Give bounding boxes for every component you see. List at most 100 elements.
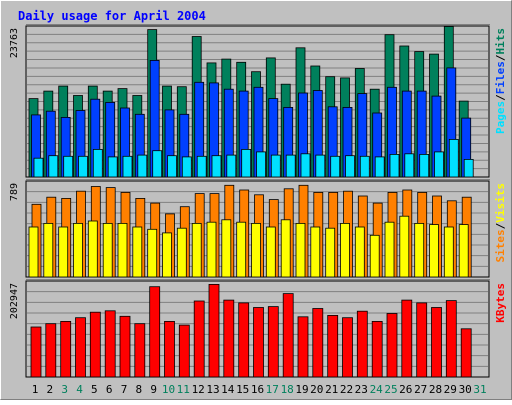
bar-pages-day-9	[152, 150, 163, 178]
bar-kbytes-day-4	[75, 317, 86, 378]
bar-pages-day-14	[226, 154, 237, 178]
bar-kbytes-day-12	[193, 300, 205, 378]
panel-visits-sites: 789 Sites/Visits	[9, 179, 507, 278]
bar-kbytes-day-29	[445, 300, 457, 378]
x-tick-label-day-21: 21	[325, 383, 338, 396]
bar-pages-day-1	[33, 157, 44, 178]
bar-pages-day-3	[63, 155, 74, 178]
bar-kbytes-day-30	[460, 328, 472, 378]
bar-kbytes-day-15	[238, 302, 250, 378]
x-tick-label-day-25: 25	[384, 383, 397, 396]
bar-pages-day-12	[196, 155, 207, 178]
x-tick-label-day-27: 27	[414, 383, 427, 396]
bar-visits-day-10	[162, 232, 172, 278]
bar-visits-day-15	[236, 221, 247, 278]
bar-pages-day-16	[256, 151, 266, 178]
bar-visits-day-1	[28, 226, 39, 278]
bar-kbytes-day-2	[45, 323, 57, 378]
x-tick-label-day-3: 3	[61, 383, 68, 396]
panel-legend: Pages/Files/Hits	[494, 28, 507, 134]
bar-kbytes-day-7	[119, 315, 131, 378]
bar-kbytes-day-9	[149, 286, 161, 378]
legend-entry: Sites	[494, 229, 507, 262]
x-tick-label-day-17: 17	[266, 383, 279, 396]
bar-visits-day-22	[340, 222, 350, 278]
panel-legend: KBytes	[494, 283, 507, 323]
bar-visits-day-7	[117, 222, 128, 278]
x-tick-label-day-5: 5	[91, 383, 98, 396]
bar-visits-day-17	[265, 226, 276, 278]
bar-kbytes-day-20	[312, 308, 324, 378]
bar-visits-day-12	[191, 222, 202, 278]
bar-visits-day-9	[147, 228, 158, 278]
x-tick-label-day-10: 10	[162, 383, 175, 396]
bar-pages-day-10	[167, 155, 177, 178]
bar-visits-day-14	[221, 219, 232, 278]
bar-kbytes-day-8	[134, 323, 146, 378]
x-tick-label-day-8: 8	[135, 383, 142, 396]
bar-kbytes-day-19	[297, 316, 309, 378]
bar-kbytes-day-16	[253, 307, 264, 378]
bar-pages-day-6	[107, 156, 118, 178]
bar-pages-day-17	[270, 154, 281, 178]
bar-pages-day-29	[448, 138, 459, 178]
bar-visits-day-18	[280, 219, 291, 278]
x-tick-label-day-6: 6	[106, 383, 113, 396]
x-tick-label-day-2: 2	[46, 383, 53, 396]
legend-entry: /	[494, 222, 507, 229]
legend-entry: Files	[494, 61, 507, 94]
bar-kbytes-day-26	[401, 299, 413, 378]
bar-kbytes-day-25	[386, 313, 398, 378]
bar-visits-day-24	[369, 234, 380, 278]
bar-visits-day-28	[429, 224, 439, 278]
bar-visits-day-25	[384, 221, 395, 278]
bar-pages-day-11	[181, 156, 192, 178]
bar-kbytes-day-21	[327, 314, 339, 378]
panel-scale-label: 789	[9, 183, 20, 201]
chart-title: Daily usage for April 2004	[18, 9, 206, 23]
bar-visits-day-2	[43, 222, 54, 278]
bar-visits-day-20	[310, 226, 321, 278]
bar-pages-day-25	[389, 153, 400, 178]
bar-visits-day-16	[251, 222, 261, 278]
bar-kbytes-day-13	[208, 283, 220, 378]
panel-hits-files-pages: 23763 Pages/Files/Hits	[9, 24, 507, 178]
bar-kbytes-day-18	[282, 293, 294, 378]
bar-kbytes-day-23	[356, 310, 368, 378]
x-tick-label-day-29: 29	[444, 383, 457, 396]
x-tick-label-day-28: 28	[429, 383, 442, 396]
legend-entry: Visits	[494, 183, 507, 223]
bar-kbytes-day-5	[89, 311, 101, 378]
x-tick-label-day-11: 11	[177, 383, 190, 396]
bar-visits-day-19	[295, 222, 306, 278]
bar-pages-day-23	[359, 155, 370, 178]
x-tick-label-day-19: 19	[295, 383, 308, 396]
bar-pages-day-28	[434, 151, 444, 178]
bar-visits-day-27	[414, 222, 425, 278]
bar-pages-day-24	[374, 156, 385, 178]
bar-pages-day-7	[122, 155, 133, 178]
x-tick-label-day-4: 4	[76, 383, 83, 396]
x-tick-label-day-7: 7	[121, 383, 128, 396]
panel-scale-label: 23763	[9, 28, 20, 58]
bar-visits-day-13	[206, 221, 217, 278]
x-tick-label-day-31: 31	[473, 383, 486, 396]
bar-kbytes-day-14	[223, 299, 235, 378]
bar-kbytes-day-17	[267, 306, 279, 378]
bar-visits-day-23	[354, 226, 365, 278]
bar-kbytes-day-1	[30, 326, 42, 378]
bar-kbytes-day-3	[60, 320, 72, 378]
bar-pages-day-5	[92, 148, 103, 178]
bar-visits-day-21	[325, 227, 336, 278]
bar-pages-day-18	[285, 154, 296, 178]
x-tick-label-day-1: 1	[32, 383, 39, 396]
bar-kbytes-day-28	[431, 307, 442, 378]
bar-visits-day-26	[399, 215, 410, 278]
legend-entry: KBytes	[494, 283, 507, 323]
bar-pages-day-26	[404, 153, 415, 178]
x-tick-label-day-9: 9	[150, 383, 157, 396]
panel-scale-label: 202947	[9, 283, 20, 319]
